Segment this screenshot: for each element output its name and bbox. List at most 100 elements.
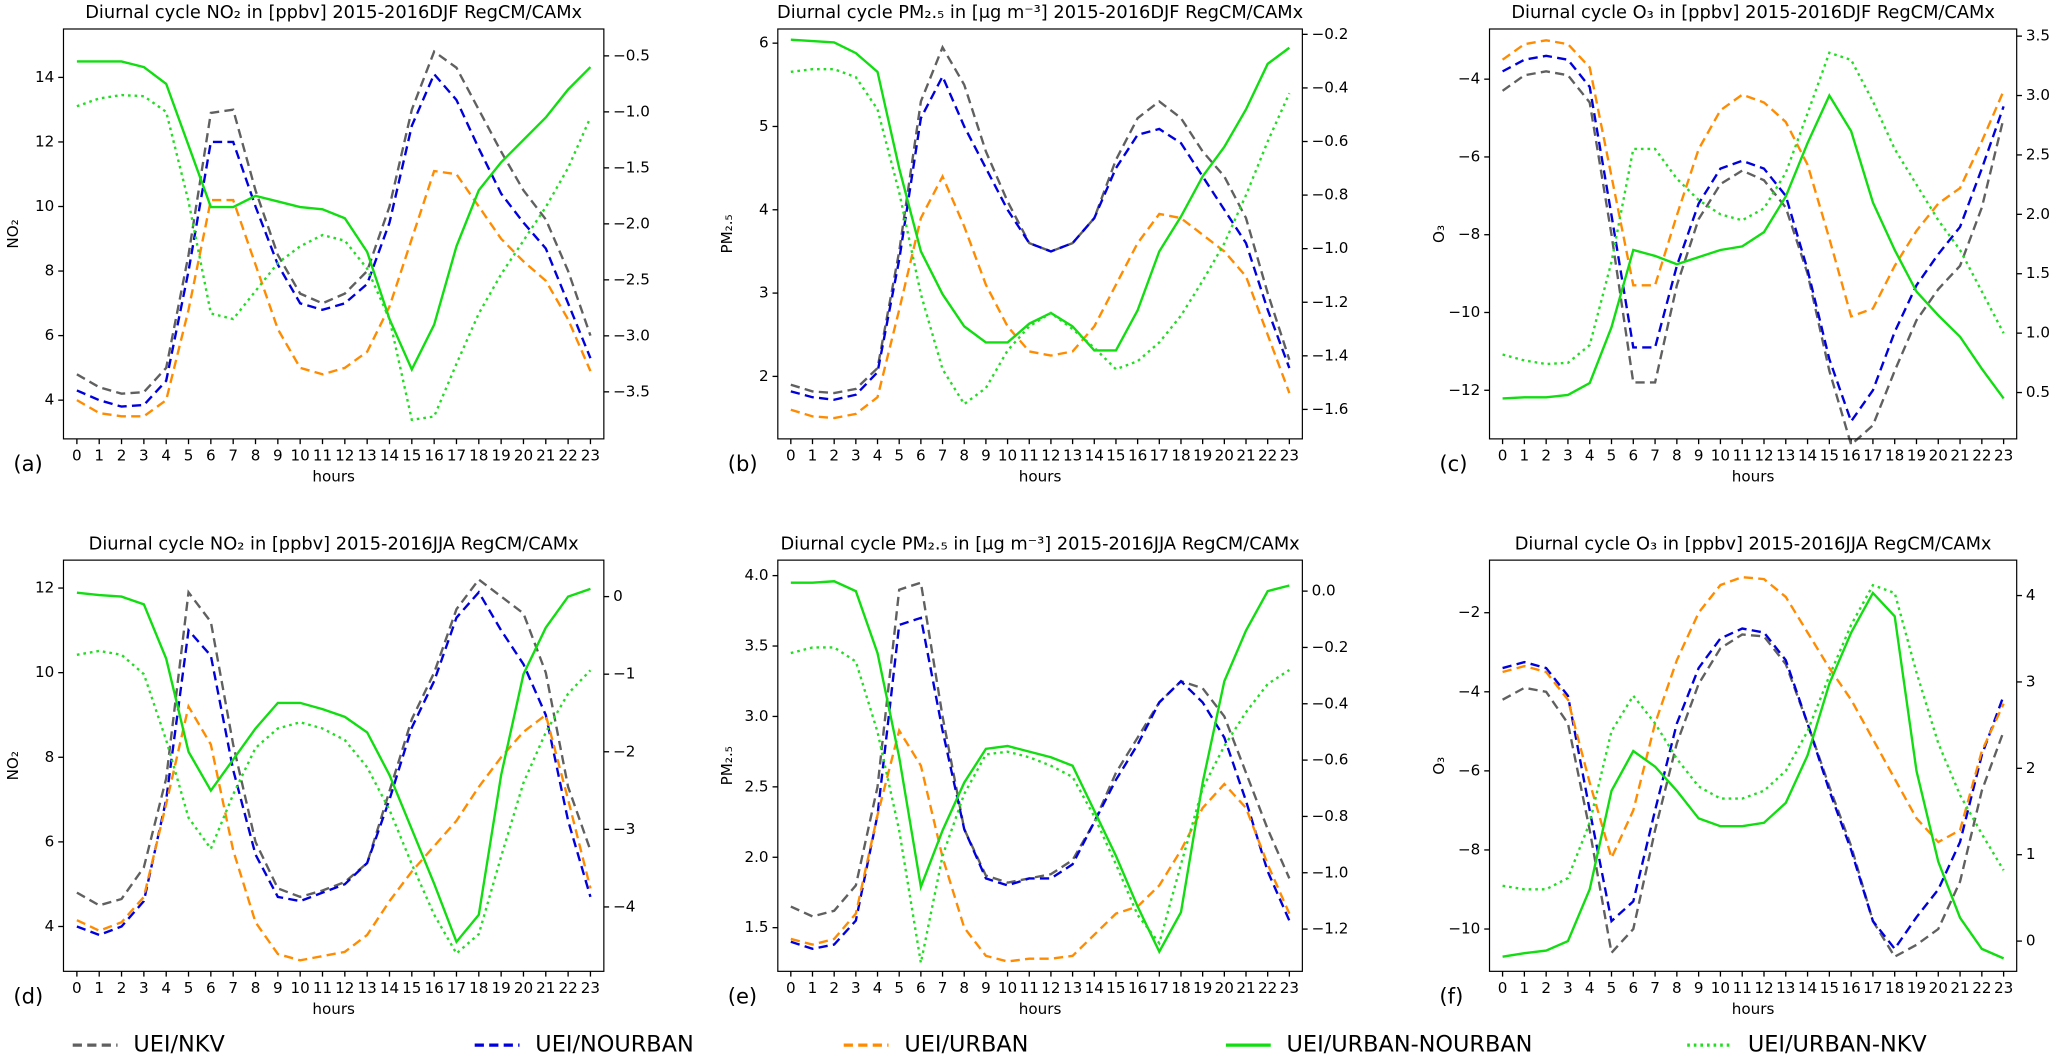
series-line: [790, 646, 1291, 964]
panel-label: (d): [13, 984, 43, 1009]
panel: Diurnal cycle PM₂.₅ in [μg m⁻³] 2015-201…: [718, 2, 1348, 485]
series-line: [790, 38, 1291, 352]
x-tick-label: 5: [894, 979, 904, 997]
panel-label: (c): [1439, 451, 1467, 476]
x-tick-label: 8: [251, 979, 261, 997]
x-tick-label: 23: [581, 447, 600, 465]
plot-frame: [62, 28, 605, 440]
x-tick-label: 16: [1841, 447, 1860, 465]
y2-tick-label: −0.6: [1312, 132, 1349, 150]
x-tick-label: 14: [1798, 979, 1817, 997]
x-tick-label: 0: [72, 979, 82, 997]
x-tick-label: 7: [228, 979, 238, 997]
x-tick-label: 4: [873, 979, 883, 997]
x-tick-label: 3: [1563, 447, 1573, 465]
x-tick-label: 21: [536, 979, 555, 997]
x-tick-label: 0: [1498, 979, 1508, 997]
series-line: [790, 73, 1291, 401]
y2-tick-label: 3.0: [2026, 86, 2050, 104]
x-tick-label: 20: [1215, 447, 1234, 465]
x-tick-label: 20: [514, 447, 533, 465]
y2-tick-label: −4: [613, 897, 635, 915]
x-tick-label: 13: [1063, 979, 1082, 997]
x-tick-label: 22: [558, 979, 577, 997]
panel: Diurnal cycle PM₂.₅ in [μg m⁻³] 2015-201…: [718, 533, 1348, 1018]
y-axis-label: O₃: [1430, 225, 1448, 243]
panel: Diurnal cycle O₃ in [ppbv] 2015-2016DJF …: [1430, 2, 2050, 485]
x-tick-label: 10: [291, 979, 310, 997]
x-tick-label: 7: [1650, 979, 1660, 997]
x-tick-label: 16: [425, 447, 444, 465]
series-line: [1502, 590, 2005, 960]
y2-tick-label: −0.2: [1312, 25, 1349, 43]
x-tick-label: 2: [1541, 979, 1551, 997]
y-axis-label: O₃: [1430, 757, 1448, 775]
x-tick-label: 18: [469, 447, 488, 465]
series-line: [790, 616, 1291, 951]
x-tick-label: 9: [1694, 447, 1704, 465]
x-tick-label: 6: [916, 447, 926, 465]
y-tick-label: −8: [1458, 840, 1480, 858]
y2-tick-label: −1.2: [1312, 293, 1349, 311]
y2-tick-label: −2.0: [613, 214, 650, 232]
x-tick-label: 6: [1628, 979, 1638, 997]
y-tick-label: 10: [35, 663, 54, 681]
y2-tick-label: −1.0: [1312, 239, 1349, 257]
panel-title: Diurnal cycle NO₂ in [ppbv] 2015-2016JJA…: [89, 533, 579, 554]
x-tick-label: 15: [1820, 447, 1839, 465]
x-tick-label: 5: [1607, 979, 1617, 997]
x-tick-label: 9: [273, 979, 283, 997]
series-line: [790, 44, 1291, 395]
x-tick-label: 20: [1929, 447, 1948, 465]
x-tick-label: 21: [1950, 447, 1969, 465]
x-tick-label: 3: [851, 447, 861, 465]
series-line: [790, 580, 1290, 955]
x-tick-label: 12: [1754, 979, 1773, 997]
series-line: [76, 587, 591, 945]
y2-tick-label: 1: [2026, 845, 2036, 863]
y2-tick-label: −2.5: [613, 270, 650, 288]
x-tick-label: 13: [358, 979, 377, 997]
y2-tick-label: −1.6: [1312, 400, 1349, 418]
x-tick-label: 17: [447, 979, 466, 997]
series-line: [1501, 39, 2005, 318]
legend-label: UEI/NOURBAN: [535, 1032, 693, 1057]
x-tick-label: 14: [380, 447, 399, 465]
y-axis-label: PM₂.₅: [718, 214, 736, 253]
y-tick-label: 2.5: [744, 777, 768, 795]
y2-tick-label: 0.5: [2026, 383, 2050, 401]
y2-tick-label: 1.5: [2026, 264, 2050, 282]
x-tick-label: 15: [402, 979, 421, 997]
x-tick-label: 2: [1541, 447, 1551, 465]
x-tick-label: 12: [1041, 979, 1060, 997]
y-tick-label: 4.0: [744, 566, 768, 584]
series-line: [790, 173, 1291, 420]
y2-tick-label: −0.2: [1312, 638, 1349, 656]
series-line: [790, 727, 1291, 963]
x-tick-label: 13: [1776, 447, 1795, 465]
series-line: [790, 581, 1291, 918]
series-line: [76, 577, 592, 907]
panel-title: Diurnal cycle PM₂.₅ in [μg m⁻³] 2015-201…: [780, 533, 1299, 554]
x-tick-label: 14: [1798, 447, 1817, 465]
panel-label: (b): [728, 451, 758, 476]
x-tick-label: 14: [380, 979, 399, 997]
x-tick-label: 9: [273, 447, 283, 465]
x-tick-label: 10: [1711, 979, 1730, 997]
series-line: [1502, 633, 2005, 959]
x-tick-label: 8: [959, 447, 969, 465]
panel-title: Diurnal cycle O₃ in [ppbv] 2015-2016JJA …: [1515, 533, 1992, 554]
x-tick-label: 11: [1733, 447, 1752, 465]
x-tick-label: 20: [514, 979, 533, 997]
x-tick-label: 5: [1607, 447, 1617, 465]
y2-tick-label: −0.4: [1312, 78, 1349, 96]
plot-frame: [62, 559, 605, 972]
y-tick-label: 2.0: [744, 848, 768, 866]
y-tick-label: 5: [759, 117, 769, 135]
x-tick-label: 18: [469, 979, 488, 997]
x-tick-label: 13: [1776, 979, 1795, 997]
x-tick-label: 18: [1171, 447, 1190, 465]
x-axis-label: hours: [1732, 468, 1775, 486]
y2-tick-label: 0: [613, 587, 623, 605]
